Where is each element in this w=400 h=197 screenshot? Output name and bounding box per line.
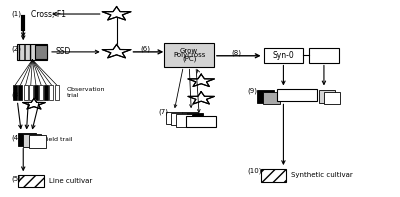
- Bar: [34, 85, 38, 100]
- Bar: [29, 85, 33, 100]
- Text: (6): (6): [140, 46, 150, 52]
- Bar: [17, 44, 47, 60]
- Bar: [50, 85, 54, 100]
- Text: (3): (3): [11, 91, 21, 98]
- Bar: [18, 85, 22, 100]
- Bar: [262, 92, 280, 104]
- Bar: [171, 113, 187, 125]
- Text: SSD: SSD: [55, 47, 70, 56]
- Bar: [182, 112, 198, 124]
- Bar: [260, 169, 286, 181]
- Text: (4): (4): [11, 134, 21, 141]
- Bar: [278, 89, 317, 101]
- FancyBboxPatch shape: [164, 43, 214, 67]
- Bar: [28, 136, 46, 148]
- Polygon shape: [102, 7, 131, 20]
- Text: (9): (9): [248, 87, 258, 94]
- Text: Line cultivar: Line cultivar: [49, 178, 92, 184]
- Bar: [309, 48, 339, 63]
- Text: Synthetic cultivar: Synthetic cultivar: [291, 172, 353, 178]
- Text: (10): (10): [248, 167, 262, 174]
- Polygon shape: [102, 45, 131, 58]
- Text: PC test: PC test: [188, 118, 213, 125]
- Bar: [44, 85, 48, 100]
- Bar: [166, 112, 182, 124]
- Bar: [35, 45, 47, 59]
- Bar: [18, 133, 36, 146]
- Bar: [24, 134, 41, 147]
- Text: Yield trail: Yield trail: [43, 137, 72, 142]
- Bar: [186, 116, 216, 127]
- Bar: [187, 113, 203, 125]
- Bar: [24, 85, 28, 100]
- Bar: [176, 114, 192, 126]
- Text: (1): (1): [11, 11, 21, 17]
- Bar: [257, 90, 274, 103]
- Bar: [39, 85, 43, 100]
- Text: Syn-1: Syn-1: [286, 91, 308, 100]
- Bar: [324, 92, 340, 104]
- Text: (5): (5): [11, 176, 21, 182]
- Polygon shape: [188, 92, 214, 104]
- Bar: [13, 85, 17, 100]
- Text: (PC): (PC): [182, 55, 196, 62]
- Text: Observation
trial: Observation trial: [67, 87, 106, 98]
- Bar: [18, 175, 44, 187]
- Polygon shape: [188, 74, 214, 86]
- Text: Cross; F1: Cross; F1: [31, 9, 66, 19]
- Text: (2): (2): [11, 46, 21, 52]
- Text: Grow: Grow: [180, 48, 198, 54]
- Text: (7): (7): [158, 109, 168, 115]
- Text: (8): (8): [232, 50, 242, 56]
- Bar: [319, 90, 335, 103]
- Text: Syn-0: Syn-0: [272, 51, 294, 60]
- Bar: [55, 85, 58, 100]
- Polygon shape: [23, 98, 45, 109]
- Bar: [264, 48, 303, 63]
- Text: Polycross: Polycross: [173, 52, 205, 58]
